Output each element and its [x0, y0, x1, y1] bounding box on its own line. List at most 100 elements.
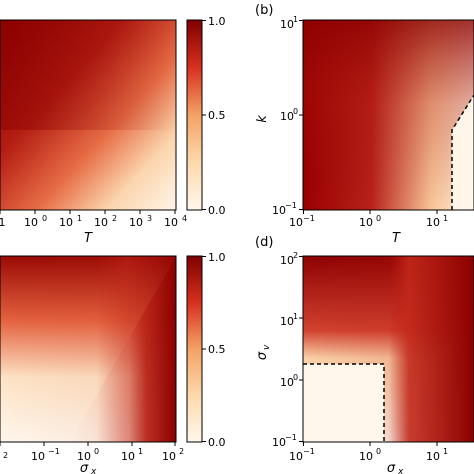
svg-text:0: 0 — [94, 447, 99, 456]
x-ticks-b — [303, 210, 438, 214]
axes-frame-d — [302, 255, 474, 443]
svg-text:2: 2 — [112, 214, 117, 223]
svg-text:3: 3 — [147, 214, 152, 223]
panel-label-d: (d) — [255, 235, 273, 250]
svg-text:σ: σ — [387, 461, 396, 474]
svg-text:10: 10 — [272, 204, 286, 217]
y-tick-label-b-0: 10 −1 — [272, 201, 297, 217]
svg-text:10: 10 — [289, 450, 303, 463]
svg-text:1: 1 — [443, 447, 448, 456]
svg-text:1: 1 — [77, 214, 82, 223]
x-tick-label-c-4: 10 2 — [162, 447, 184, 463]
panel-a: 1 10 0 10 1 10 2 10 3 10 4 T — [0, 19, 187, 246]
svg-text:10: 10 — [280, 18, 294, 31]
svg-text:10: 10 — [162, 450, 176, 463]
colorbar-c-tick-top: 1.0 — [208, 251, 226, 264]
y-tick-label-d-2: 10 1 — [280, 312, 298, 328]
svg-text:10: 10 — [31, 450, 45, 463]
y-ticks-b — [299, 20, 303, 210]
colorbar-c-tick-mid: 0.5 — [208, 343, 226, 356]
heatmap-c-right — [0, 256, 176, 442]
y-axis-label-d: σ v — [255, 344, 272, 360]
svg-text:0: 0 — [293, 107, 298, 116]
dashed-boundary-d — [303, 363, 385, 442]
svg-text:0: 0 — [293, 373, 298, 382]
dashed-boundary-b — [451, 94, 474, 210]
colorbar-c-tick-bot: 0.0 — [208, 436, 226, 449]
svg-text:−1: −1 — [285, 201, 297, 210]
svg-text:10: 10 — [272, 436, 286, 449]
svg-text:1: 1 — [443, 214, 448, 223]
heatmap-a-overlay — [0, 20, 176, 130]
x-tick-label-a-0: 1 — [0, 216, 6, 229]
svg-text:10: 10 — [289, 216, 303, 229]
svg-text:2: 2 — [293, 251, 298, 260]
svg-text:−1: −1 — [285, 433, 297, 442]
y-tick-label-b-1: 10 0 — [280, 107, 298, 123]
x-tick-label-b-2: 10 1 — [426, 214, 448, 229]
svg-text:v: v — [262, 344, 272, 350]
svg-text:10: 10 — [359, 216, 373, 229]
colorbar-a-tick-mid: 0.5 — [208, 109, 226, 122]
axes-frame-a — [0, 19, 177, 211]
svg-text:σ: σ — [255, 351, 270, 360]
x-tick-label-c-2: 10 0 — [77, 447, 99, 463]
svg-text:x: x — [397, 467, 404, 474]
y-tick-label-b-2: 10 1 — [280, 15, 298, 31]
x-ticks-a — [0, 210, 176, 214]
x-tick-label-a-4: 10 3 — [129, 214, 152, 229]
panel-d: (d) 10 2 10 1 10 0 10 −1 σ v — [255, 235, 474, 474]
panel-c: 2 10 −1 10 0 10 1 10 2 σ x — [0, 255, 184, 474]
svg-text:10: 10 — [426, 216, 440, 229]
svg-text:−1: −1 — [48, 447, 60, 456]
svg-text:10: 10 — [426, 450, 440, 463]
x-tick-label-c-0: 2 — [3, 451, 8, 460]
colorbar-a-tick-bot: 0.0 — [208, 204, 226, 217]
x-ticks-c — [0, 442, 176, 446]
x-tick-label-a-5: 10 4 — [164, 214, 187, 229]
svg-text:10: 10 — [77, 450, 91, 463]
svg-text:10: 10 — [24, 216, 38, 229]
svg-text:1: 1 — [293, 15, 298, 24]
svg-text:0: 0 — [376, 447, 381, 456]
x-tick-label-d-0: 10 −1 — [289, 447, 315, 463]
colorbar-c-gradient — [186, 255, 203, 443]
y-tick-label-d-3: 10 2 — [280, 251, 298, 267]
heatmap-b-low-region — [452, 95, 474, 210]
heatmap-d-low-box — [303, 364, 384, 442]
x-tick-label-d-2: 10 1 — [426, 447, 448, 463]
x-tick-label-c-1: 10 −1 — [31, 447, 60, 463]
x-tick-label-b-1: 10 0 — [359, 214, 381, 229]
svg-text:−1: −1 — [303, 447, 315, 456]
svg-text:−1: −1 — [303, 214, 315, 223]
svg-text:2: 2 — [179, 447, 184, 456]
x-tick-label-c-3: 10 1 — [121, 447, 143, 463]
x-axis-label-b: T — [392, 231, 401, 246]
y-tick-label-d-0: 10 −1 — [272, 433, 297, 449]
svg-text:4: 4 — [182, 214, 187, 223]
svg-text:10: 10 — [164, 216, 178, 229]
svg-text:10: 10 — [129, 216, 143, 229]
svg-text:10: 10 — [280, 110, 294, 123]
svg-text:10: 10 — [121, 450, 135, 463]
svg-text:0: 0 — [376, 214, 381, 223]
svg-text:10: 10 — [59, 216, 73, 229]
svg-text:0: 0 — [42, 214, 47, 223]
x-axis-label-a: T — [84, 231, 93, 246]
svg-text:10: 10 — [359, 450, 373, 463]
svg-text:σ: σ — [80, 461, 89, 474]
x-axis-label-c: σ x — [80, 461, 97, 474]
colorbar-c: 1.0 0.5 0.0 — [186, 251, 226, 449]
svg-text:10: 10 — [280, 254, 294, 267]
x-tick-label-a-3: 10 2 — [94, 214, 117, 229]
svg-text:1: 1 — [293, 312, 298, 321]
svg-text:1: 1 — [138, 447, 143, 456]
svg-text:10: 10 — [94, 216, 108, 229]
svg-text:10: 10 — [280, 376, 294, 389]
colorbar-a: 1.0 0.5 0.0 — [186, 15, 226, 217]
x-tick-label-a-2: 10 1 — [59, 214, 82, 229]
svg-text:x: x — [90, 467, 97, 474]
y-tick-label-d-1: 10 0 — [280, 373, 298, 389]
x-axis-label-d: σ x — [387, 461, 404, 474]
